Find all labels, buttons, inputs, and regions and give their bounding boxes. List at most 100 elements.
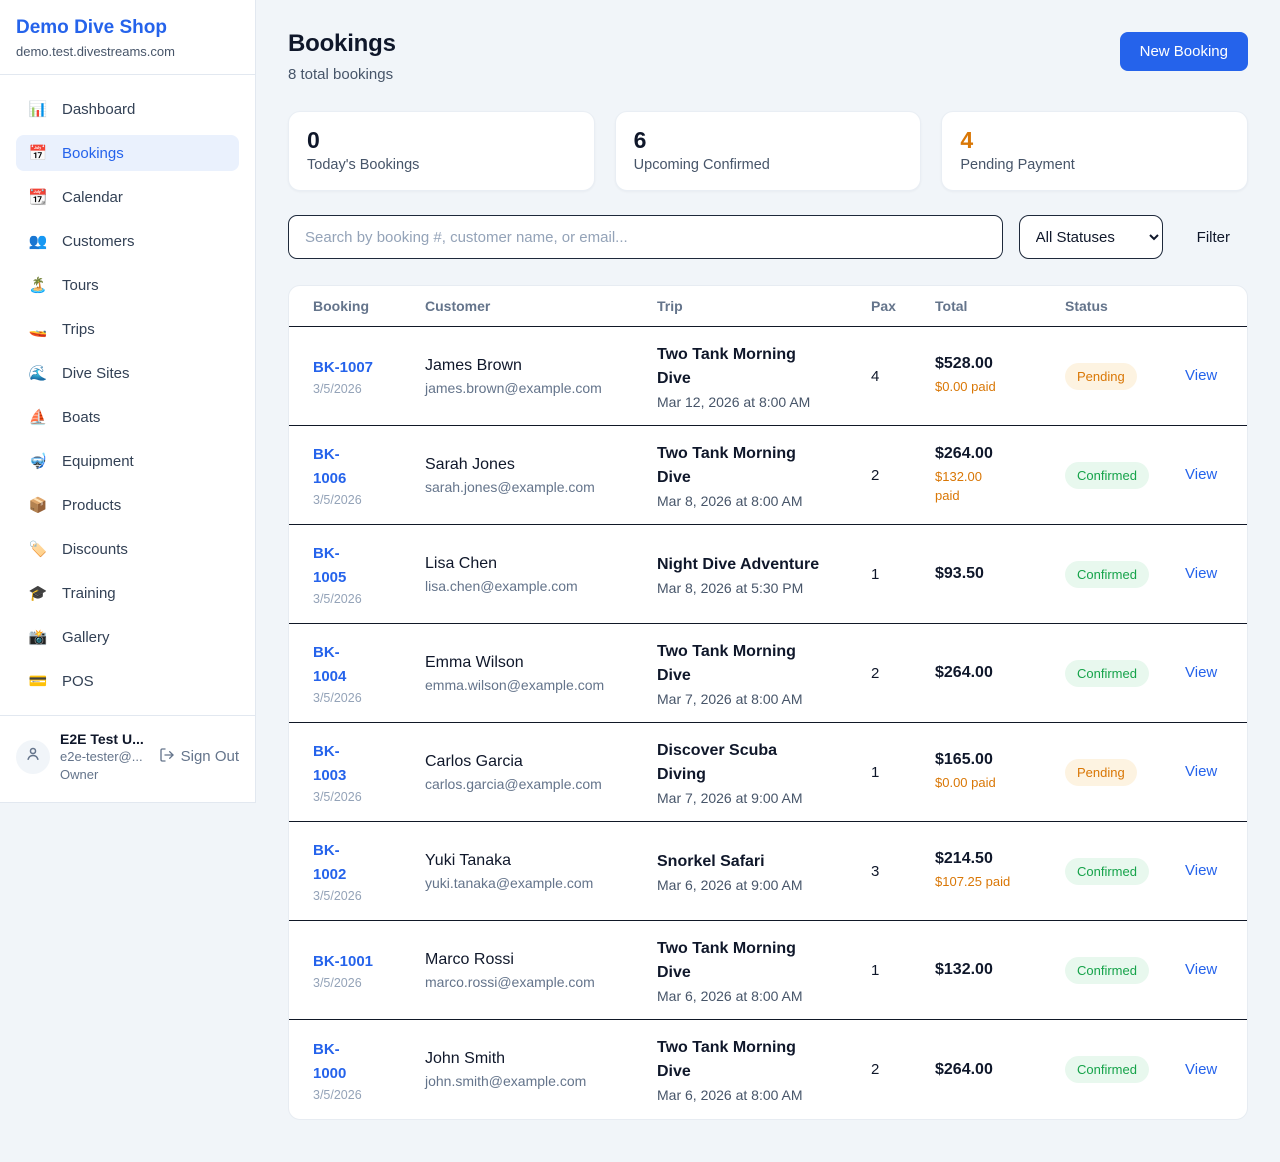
total-cell: $264.00	[935, 1061, 1065, 1079]
sidebar-item-tours[interactable]: 🏝️ Tours	[16, 267, 239, 303]
sidebar-item-dashboard[interactable]: 📊 Dashboard	[16, 91, 239, 127]
booking-date: 3/5/2026	[313, 382, 362, 396]
search-input[interactable]	[288, 215, 1003, 259]
sidebar-item-label: Dive Sites	[62, 364, 130, 382]
diving-mask-icon: 🤿	[28, 453, 48, 470]
customer-email: emma.wilson@example.com	[425, 676, 605, 693]
trip-datetime: Mar 7, 2026 at 8:00 AM	[657, 690, 803, 707]
graduation-cap-icon: 🎓	[28, 585, 48, 602]
booking-id-link[interactable]: BK- 1003	[313, 743, 347, 784]
view-link[interactable]: View	[1185, 664, 1218, 681]
table-row: BK- 1003 3/5/2026 Carlos Garcia carlos.g…	[289, 723, 1247, 822]
new-booking-button[interactable]: New Booking	[1119, 32, 1248, 71]
customer-email: sarah.jones@example.com	[425, 478, 595, 495]
sign-out-label: Sign Out	[180, 748, 239, 766]
sidebar-item-trips[interactable]: 🚤 Trips	[16, 311, 239, 347]
sidebar-item-equipment[interactable]: 🤿 Equipment	[16, 443, 239, 479]
pax-count: 1	[871, 763, 880, 781]
sidebar-item-customers[interactable]: 👥 Customers	[16, 223, 239, 259]
booking-id-link[interactable]: BK- 1005	[313, 545, 347, 586]
sidebar-item-dive-sites[interactable]: 🌊 Dive Sites	[16, 355, 239, 391]
booking-cell: BK- 1004 3/5/2026	[313, 641, 425, 705]
sidebar-item-training[interactable]: 🎓 Training	[16, 575, 239, 611]
total-cell: $165.00 $0.00 paid	[935, 751, 1065, 793]
view-link[interactable]: View	[1185, 565, 1218, 582]
camera-icon: 📸	[28, 629, 48, 646]
page-header: Bookings 8 total bookings New Booking	[288, 30, 1248, 83]
customer-name: John Smith	[425, 1050, 506, 1067]
status-badge: Confirmed	[1065, 1056, 1149, 1083]
trip-cell: Night Dive Adventure Mar 8, 2026 at 5:30…	[657, 553, 871, 596]
booking-id-link[interactable]: BK- 1002	[313, 842, 347, 883]
filter-button[interactable]: Filter	[1179, 229, 1248, 246]
stat-label: Today's Bookings	[307, 157, 420, 173]
total-amount: $132.00	[935, 961, 993, 978]
shop-domain: demo.test.divestreams.com	[16, 44, 175, 59]
booking-date: 3/5/2026	[313, 493, 362, 507]
pax-count: 3	[871, 862, 880, 880]
booking-id-link[interactable]: BK-1001	[313, 953, 374, 970]
table-row: BK- 1006 3/5/2026 Sarah Jones sarah.jone…	[289, 426, 1247, 525]
sign-out-button[interactable]: Sign Out	[159, 747, 239, 767]
sidebar-item-bookings[interactable]: 📅 Bookings	[16, 135, 239, 171]
actions-cell: View	[1185, 565, 1223, 583]
stat-card: 6 Upcoming Confirmed	[614, 111, 922, 191]
sidebar: Demo Dive Shop demo.test.divestreams.com…	[0, 0, 256, 803]
trip-datetime: Mar 6, 2026 at 9:00 AM	[657, 876, 803, 893]
booking-id-link[interactable]: BK- 1004	[313, 644, 347, 685]
sidebar-item-gallery[interactable]: 📸 Gallery	[16, 619, 239, 655]
column-header-pax: Pax	[871, 298, 896, 314]
sidebar-item-label: Tours	[62, 276, 99, 294]
booking-id-link[interactable]: BK- 1000	[313, 1040, 347, 1082]
customer-cell: Sarah Jones sarah.jones@example.com	[425, 456, 657, 495]
actions-cell: View	[1185, 466, 1223, 484]
trip-name: Discover Scuba Diving	[657, 741, 778, 783]
user-avatar	[16, 739, 50, 774]
booking-id-link[interactable]: BK- 1006	[313, 446, 347, 487]
customer-email: yuki.tanaka@example.com	[425, 874, 594, 891]
view-link[interactable]: View	[1185, 862, 1218, 879]
trip-cell: Discover Scuba Diving Mar 7, 2026 at 9:0…	[657, 739, 871, 806]
filter-row: All Statuses Filter	[288, 215, 1248, 259]
sidebar-item-discounts[interactable]: 🏷️ Discounts	[16, 531, 239, 567]
sidebar-item-label: Calendar	[62, 188, 123, 206]
view-link[interactable]: View	[1185, 1060, 1218, 1078]
sidebar-item-pos[interactable]: 💳 POS	[16, 663, 239, 699]
view-link[interactable]: View	[1185, 961, 1218, 978]
sidebar-item-label: Dashboard	[62, 100, 136, 118]
sidebar-item-label: Equipment	[62, 452, 134, 470]
table-body: BK-1007 3/5/2026 James Brown james.brown…	[289, 327, 1247, 1119]
status-cell: Confirmed	[1065, 857, 1185, 885]
sidebar-item-boats[interactable]: ⛵ Boats	[16, 399, 239, 435]
trip-name: Two Tank Morning Dive	[657, 642, 796, 684]
customer-cell: Yuki Tanaka yuki.tanaka@example.com	[425, 852, 657, 891]
sidebar-item-label: Bookings	[62, 144, 124, 162]
paid-amount: $132.00 paid	[935, 468, 982, 503]
sidebar-item-label: Discounts	[62, 540, 128, 558]
status-filter-select[interactable]: All Statuses	[1018, 215, 1163, 259]
booking-date: 3/5/2026	[313, 790, 362, 804]
total-cell: $264.00	[935, 664, 1065, 682]
booking-cell: BK-1001 3/5/2026	[313, 950, 425, 990]
sidebar-item-calendar[interactable]: 📆 Calendar	[16, 179, 239, 215]
sidebar-item-products[interactable]: 📦 Products	[16, 487, 239, 523]
calendar-icon: 📅	[28, 145, 48, 162]
customer-email: james.brown@example.com	[425, 379, 602, 396]
trip-name: Night Dive Adventure	[657, 555, 820, 573]
tear-off-calendar-icon: 📆	[28, 189, 48, 206]
table-row: BK- 1005 3/5/2026 Lisa Chen lisa.chen@ex…	[289, 525, 1247, 624]
actions-cell: View	[1185, 1061, 1223, 1079]
trip-cell: Two Tank Morning Dive Mar 6, 2026 at 8:0…	[657, 937, 871, 1004]
person-icon	[24, 745, 42, 768]
customer-name: Marco Rossi	[425, 950, 514, 968]
bar-chart-icon: 📊	[28, 101, 48, 118]
booking-id-link[interactable]: BK-1007	[313, 359, 374, 376]
view-link[interactable]: View	[1185, 367, 1218, 384]
trip-datetime: Mar 6, 2026 at 8:00 AM	[657, 1087, 803, 1103]
customer-email: marco.rossi@example.com	[425, 973, 595, 990]
user-role: Owner	[60, 767, 99, 783]
view-link[interactable]: View	[1185, 763, 1218, 780]
paid-amount: $0.00 paid	[935, 775, 996, 791]
paid-amount: $107.25 paid	[935, 874, 1011, 890]
view-link[interactable]: View	[1185, 466, 1218, 483]
